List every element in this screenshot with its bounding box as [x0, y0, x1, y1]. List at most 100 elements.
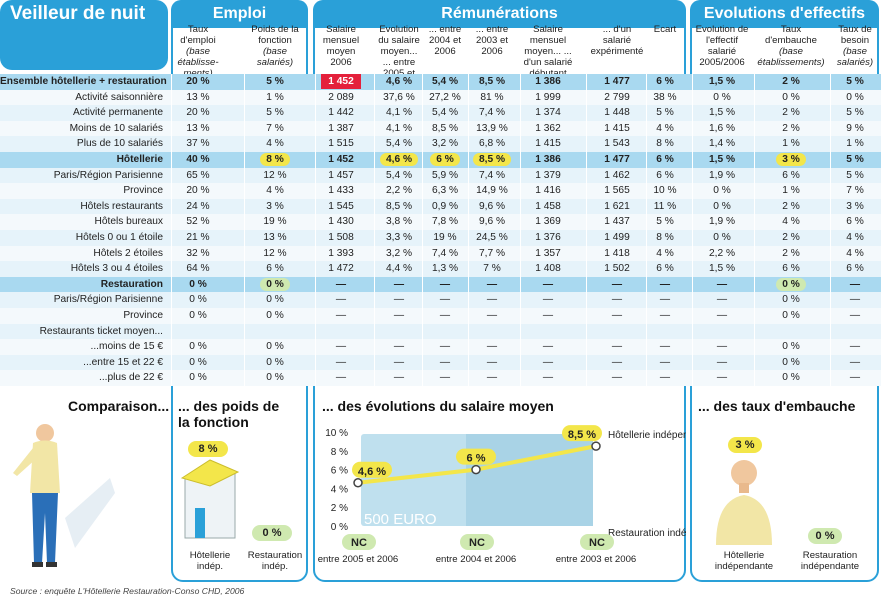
- cell-value: 0 %: [266, 356, 284, 368]
- emploi-banner: Emploi: [171, 0, 308, 28]
- row-label: Hôtels 3 ou 4 étoiles: [70, 263, 163, 275]
- table-cell: 64 %: [173, 261, 223, 277]
- cell-value: —: [393, 341, 405, 353]
- nc-label: NC: [469, 537, 485, 549]
- column-header-sub: (base établissements): [757, 46, 825, 68]
- table-cell: 3 %: [832, 199, 878, 215]
- table-row: [0, 230, 881, 246]
- cell-value: —: [393, 310, 405, 321]
- table-cell: 1 415: [522, 136, 574, 152]
- column-separator: [586, 74, 587, 386]
- table-cell: 0 %: [246, 339, 304, 355]
- table-cell: 1 379: [522, 168, 574, 184]
- series-name-resto: Restauration indépendante: [608, 528, 686, 539]
- cell-value: 1 415: [604, 122, 630, 134]
- evol-chart-title: ... des évolutions du salaire moyen: [322, 398, 554, 414]
- cell-value: 9,6 %: [478, 216, 506, 228]
- table-cell: 6,8 %: [470, 136, 514, 152]
- table-cell: 0 %: [173, 355, 223, 371]
- cell-value: —: [849, 372, 861, 384]
- x-tick-label: entre 2005 et 2006: [318, 554, 399, 565]
- column-header-sub: (base salariés): [256, 46, 294, 68]
- row-label: Paris/Région Parisienne: [53, 294, 163, 306]
- table-cell: 7,8 %: [424, 214, 466, 230]
- table-cell: —: [694, 339, 750, 355]
- cell-value: 5,4 %: [431, 107, 459, 119]
- cell-value: 24 %: [186, 200, 210, 212]
- row-label: Ensemble hôtellerie + restauration: [0, 76, 167, 87]
- row-label: Hôtellerie: [116, 154, 163, 165]
- table-cell: 5,4 %: [424, 105, 466, 121]
- data-point: [471, 464, 481, 475]
- cell-value: 37,6 %: [383, 91, 415, 103]
- cell-value: 7,4 %: [478, 169, 506, 181]
- column-header-0: Taux d'emploi(base établisse-ments): [173, 24, 223, 79]
- table-cell: 1 442: [317, 105, 365, 121]
- table-cell: 1 415: [588, 121, 646, 137]
- table-cell: 1 477: [588, 74, 646, 90]
- table-cell: 1 448: [588, 105, 646, 121]
- cell-value: 6 %: [656, 76, 674, 87]
- table-cell: 11 %: [648, 199, 682, 215]
- column-header-6: Salaire mensuel moyen... ... d'un salari…: [522, 24, 574, 79]
- cell-value: —: [611, 294, 623, 306]
- evol-banner: Evolutions d'effectifs: [690, 0, 879, 28]
- table-cell: —: [648, 370, 682, 386]
- table-row: [0, 89, 881, 106]
- table-cell: 1 418: [588, 246, 646, 262]
- y-tick-label: 10 %: [325, 428, 348, 439]
- table-cell: —: [522, 308, 574, 324]
- table-cell: —: [648, 292, 682, 308]
- cell-value: 6 %: [846, 216, 864, 228]
- cell-value: 0 %: [189, 278, 207, 290]
- table-row: [0, 323, 881, 340]
- table-cell: 5,4 %: [376, 136, 422, 152]
- data-point: [353, 478, 363, 488]
- table-cell: 1 565: [588, 183, 646, 199]
- table-row: [0, 74, 881, 90]
- table-cell: 4 %: [832, 230, 878, 246]
- table-cell: —: [588, 339, 646, 355]
- cell-value: 1 442: [328, 107, 354, 119]
- table-cell: —: [648, 355, 682, 371]
- cell-value: 4 %: [782, 216, 800, 228]
- cell-value: 8 %: [260, 153, 290, 166]
- cell-value: 2 %: [782, 107, 800, 119]
- table-cell: 1 369: [522, 214, 574, 230]
- table-cell: 6 %: [424, 152, 466, 168]
- cell-value: 1,5 %: [708, 154, 736, 165]
- cell-value: 20 %: [186, 76, 210, 87]
- emb-hotel-label: Hôtellerie indépendante: [714, 550, 774, 572]
- table-cell: 65 %: [173, 168, 223, 184]
- column-header-main: ... entre 2004 et 2006: [428, 24, 462, 57]
- table-cell: 32 %: [173, 246, 223, 262]
- column-separator: [646, 74, 647, 386]
- table-cell: —: [424, 277, 466, 293]
- table-cell: 8 %: [246, 152, 304, 168]
- table-cell: 4 %: [246, 183, 304, 199]
- table-cell: 6 %: [832, 261, 878, 277]
- cell-value: 2 089: [328, 91, 354, 103]
- cell-value: —: [542, 278, 554, 290]
- row-label: ...moins de 15 €: [90, 341, 164, 353]
- source-note: Source : enquête L'Hôtellerie Restaurati…: [10, 586, 245, 596]
- cell-value: —: [486, 372, 498, 384]
- table-cell: 1 362: [522, 121, 574, 137]
- y-tick-label: 8 %: [331, 447, 348, 458]
- table-cell: —: [376, 292, 422, 308]
- cell-value: 0 %: [189, 310, 207, 321]
- cell-value: 52 %: [186, 216, 210, 228]
- table-cell: 1 %: [832, 136, 878, 152]
- cell-value: —: [439, 372, 451, 384]
- table-cell: —: [376, 277, 422, 293]
- table-cell: 1 357: [522, 246, 574, 262]
- table-cell: 6 %: [648, 152, 682, 168]
- cell-value: 20 %: [186, 107, 210, 119]
- table-cell: 1 545: [317, 199, 365, 215]
- cell-value: 7,4 %: [431, 247, 459, 259]
- cell-value: —: [849, 341, 861, 353]
- table-cell: 5 %: [648, 105, 682, 121]
- table-cell: 4,6 %: [376, 74, 422, 90]
- table-cell: 1 386: [522, 152, 574, 168]
- table-cell: —: [470, 370, 514, 386]
